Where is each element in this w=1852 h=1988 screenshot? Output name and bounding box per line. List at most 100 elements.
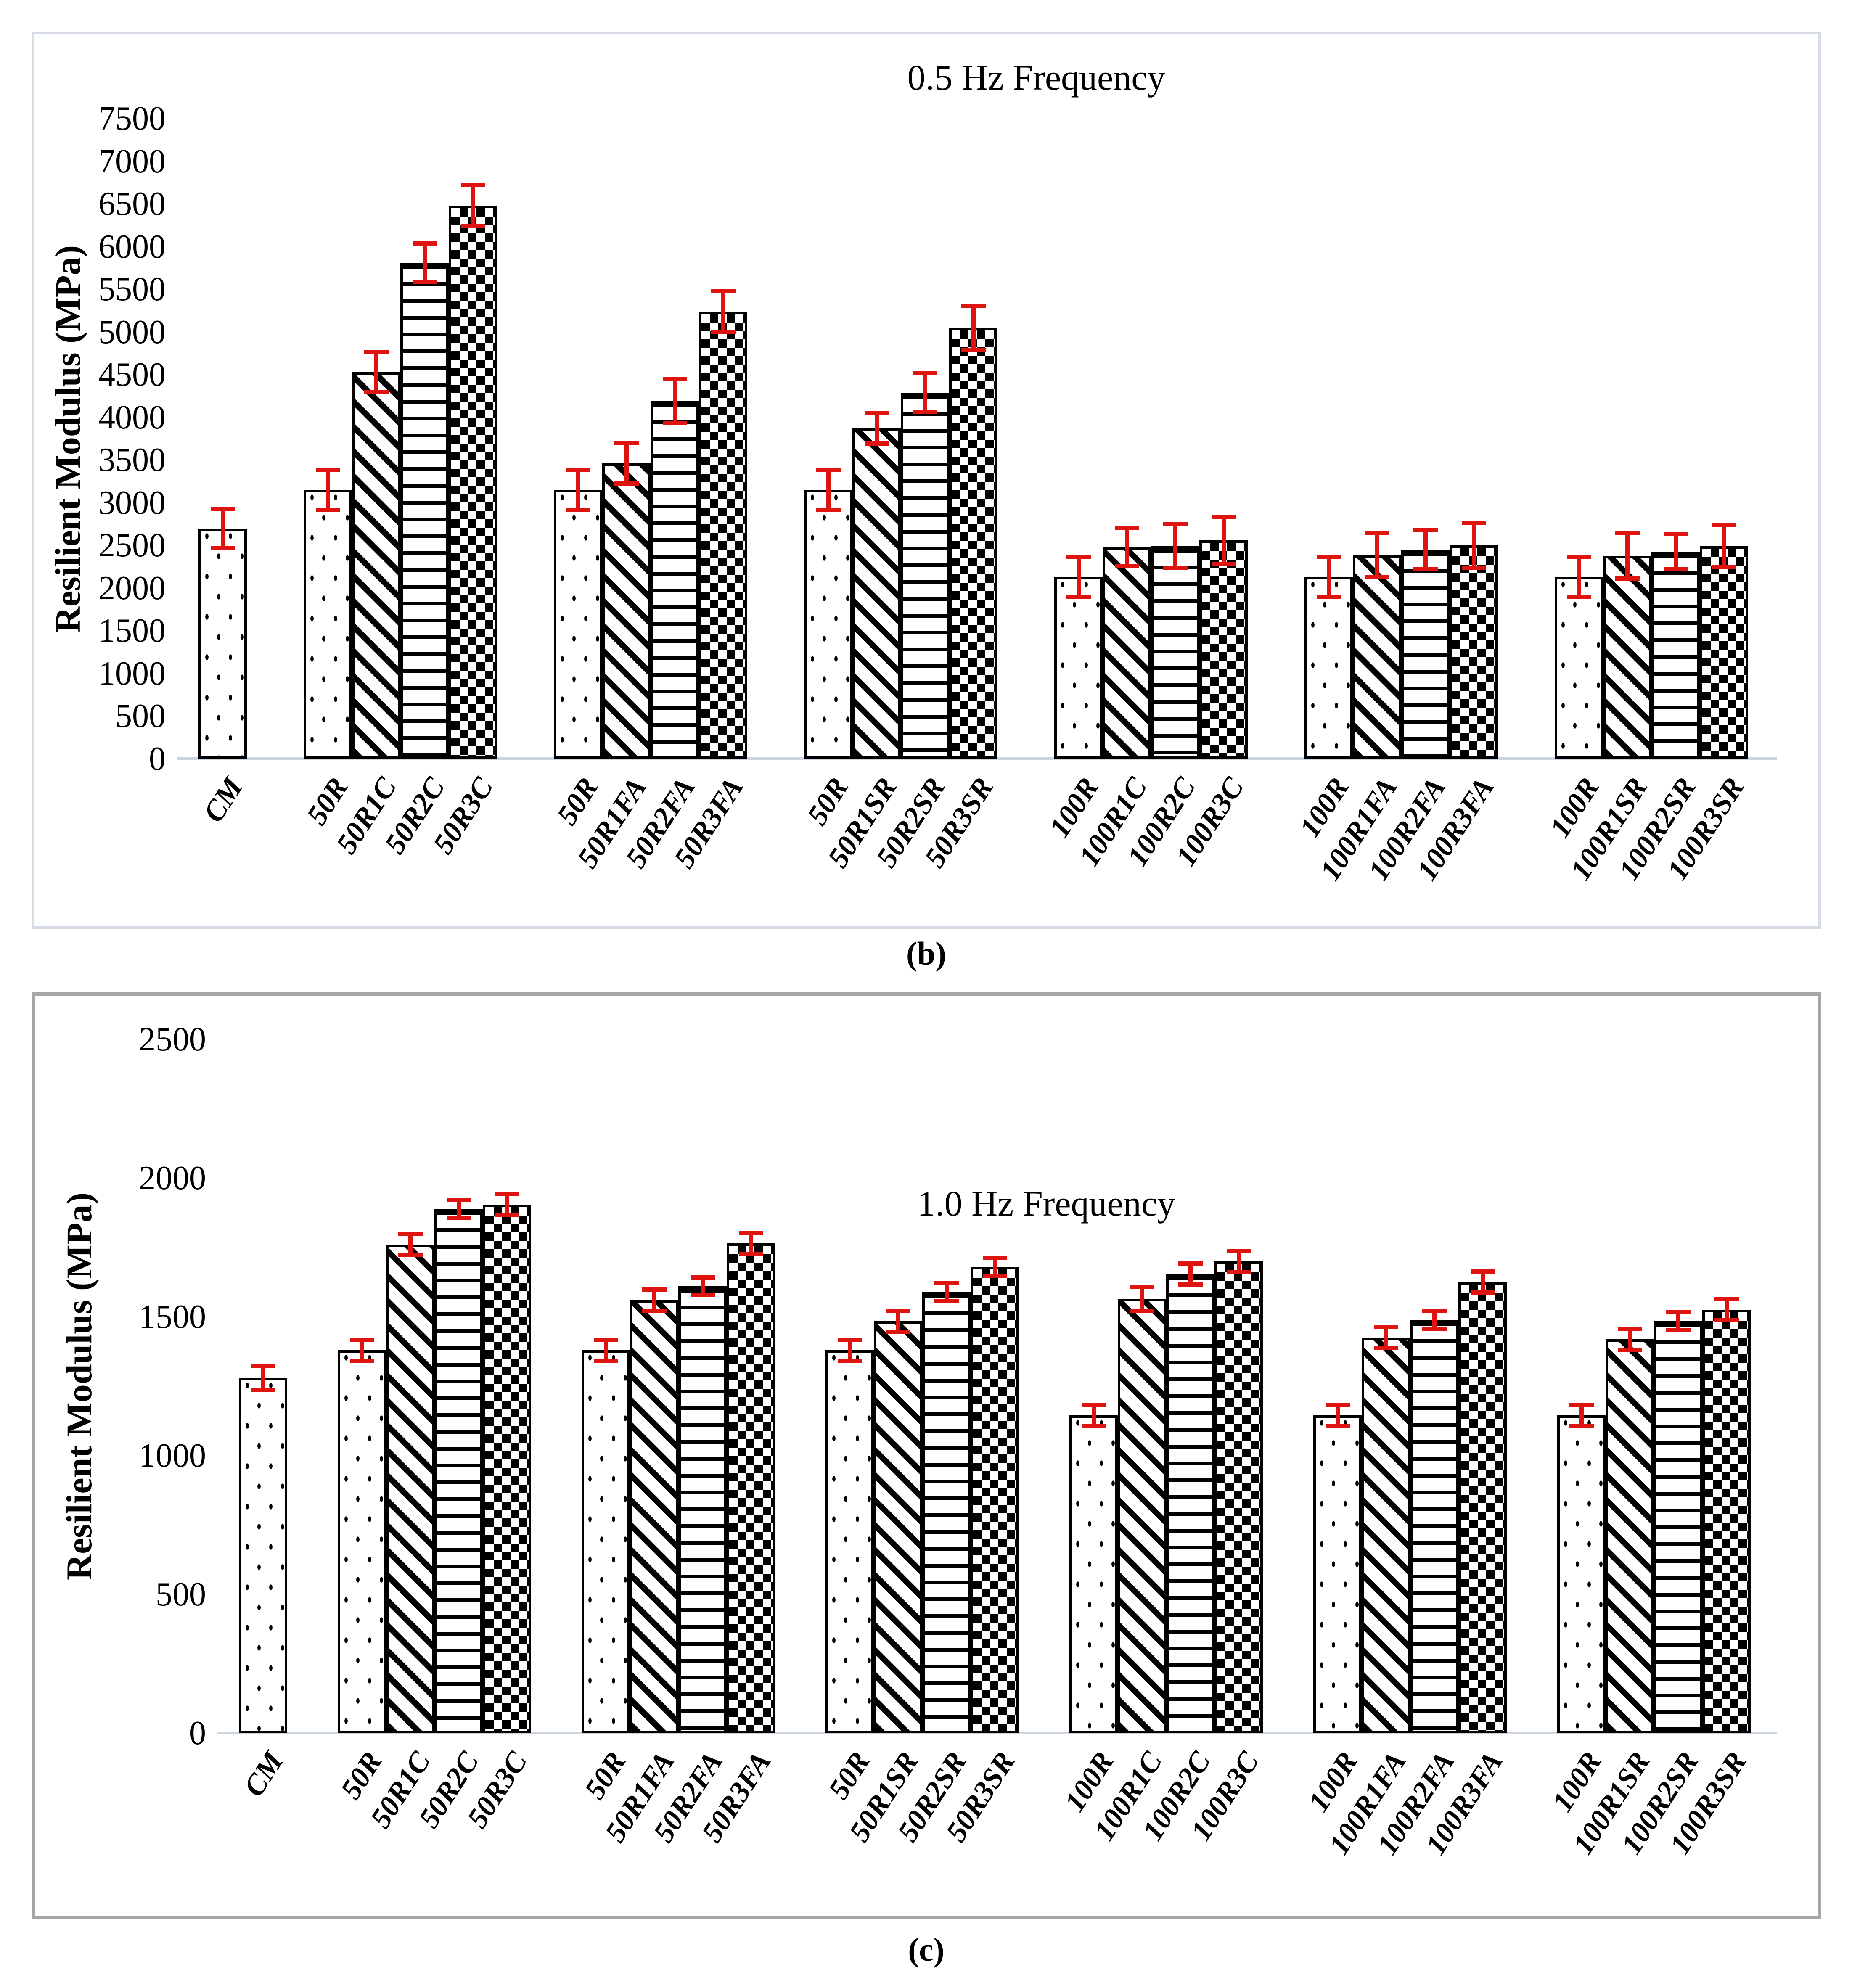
bar-50R2C [434, 1198, 483, 1733]
error-bar [398, 1232, 423, 1258]
chart-box-0.5hz: 0.5 Hz Frequency Resilient Modulus (MPa)… [32, 32, 1821, 929]
error-bar [1365, 531, 1389, 579]
bar-100R1C [1103, 526, 1151, 759]
error-bar [1615, 531, 1640, 581]
bar-50R1C [386, 1232, 434, 1733]
error-bar [913, 371, 937, 414]
error-bar [1081, 1403, 1106, 1428]
bar-100R1FA [1353, 531, 1401, 759]
bar-50R2SR [901, 371, 949, 759]
error-bar [1422, 1309, 1447, 1331]
error-bar [1316, 555, 1341, 599]
y-axis-title: Resilient Modulus (MPa) [59, 1192, 100, 1581]
error-bar [934, 1281, 959, 1303]
panel-caption-b: (b) [906, 935, 947, 972]
bar-group [825, 1256, 1019, 1733]
y-tick-label: 1000 [139, 1437, 206, 1474]
bar-group [804, 304, 997, 759]
error-bar [460, 183, 485, 228]
bar-100R3SR [1700, 523, 1748, 759]
bar-100R [1304, 555, 1353, 759]
error-bar [495, 1192, 519, 1218]
error-bar [816, 468, 841, 512]
bar-50R [582, 1338, 630, 1733]
bar-50R [338, 1338, 386, 1733]
error-bar [446, 1198, 471, 1220]
error-bar [1178, 1261, 1203, 1287]
y-tick-label: 0 [189, 1715, 206, 1752]
error-bar [251, 1364, 275, 1392]
bar-group [1054, 515, 1248, 759]
bar-50R3C [483, 1192, 531, 1733]
error-bar [593, 1338, 618, 1363]
error-bar [1114, 526, 1139, 568]
x-tick-label: CM [237, 1746, 290, 1803]
y-tick-label: 1500 [139, 1298, 206, 1335]
panel-caption-c: (c) [908, 1931, 945, 1968]
error-bar [210, 507, 235, 550]
bar-CM [198, 507, 247, 759]
bar-50R [554, 468, 602, 759]
y-axis-title-wrap: Resilient Modulus (MPa) [52, 1039, 106, 1733]
error-bar [614, 441, 639, 486]
error-bar [1461, 521, 1486, 570]
bar-50R3C [449, 183, 497, 759]
error-bar [1413, 528, 1438, 571]
bar-100R [1557, 1403, 1606, 1733]
bar-50R1SR [874, 1309, 922, 1733]
bar-100R2FA [1410, 1309, 1458, 1733]
y-tick-label: 4500 [98, 356, 166, 394]
error-bar [662, 377, 687, 425]
bar-50R2C [400, 241, 449, 759]
bar-100R1SR [1606, 1327, 1654, 1733]
bar-100R [1054, 555, 1103, 759]
y-tick-label: 5500 [98, 271, 166, 308]
error-bar [1373, 1325, 1398, 1351]
error-bar [1226, 1249, 1251, 1274]
bar-100R1C [1118, 1285, 1166, 1733]
bar-100R3C [1214, 1249, 1263, 1733]
x-tick-label: CM [197, 772, 249, 828]
y-tick-label: 3500 [98, 441, 166, 479]
y-tick-label: 1000 [98, 655, 166, 692]
error-bar [349, 1338, 374, 1363]
error-bar [315, 468, 340, 512]
error-bar [1066, 555, 1091, 599]
bar-group [554, 289, 747, 759]
bar-group [582, 1231, 775, 1733]
bar-group [338, 1192, 531, 1733]
bar-100R [1313, 1403, 1362, 1733]
bar-100R [1555, 555, 1603, 759]
bar-group [1304, 521, 1498, 759]
error-bar [1130, 1285, 1154, 1313]
error-bar [1712, 523, 1736, 569]
bar-100R1SR [1603, 531, 1651, 759]
error-bar [738, 1231, 763, 1256]
error-bar [982, 1256, 1007, 1278]
error-bar [1666, 1310, 1691, 1332]
error-bar [690, 1275, 715, 1298]
bar-100R2SR [1654, 1310, 1702, 1733]
bar-50R [825, 1338, 874, 1733]
y-tick-label: 500 [115, 698, 166, 735]
error-bar [864, 411, 889, 446]
bar-100R3FA [1450, 521, 1498, 759]
bar-100R2FA [1401, 528, 1450, 759]
chart-title-0.5hz: 0.5 Hz Frequency [907, 57, 1166, 98]
bar-group [198, 507, 247, 759]
plot-area-1.0hz: 0 500 1000 1500 2000 2500 CM 50R 50R1C 50R2C 50R3C… [139, 1021, 1777, 1860]
bar-group [1313, 1269, 1507, 1733]
y-tick-label: 7500 [98, 100, 166, 137]
bar-100R3FA [1458, 1269, 1507, 1733]
bar-group [1069, 1249, 1263, 1733]
error-bar [1617, 1327, 1642, 1352]
error-bar [886, 1309, 910, 1334]
y-tick-label: 4000 [98, 399, 166, 436]
bar-100R1FA [1362, 1325, 1410, 1733]
error-bar [1714, 1297, 1739, 1323]
error-bar [642, 1287, 667, 1313]
bar-100R3C [1199, 515, 1248, 759]
bar-100R [1069, 1403, 1118, 1733]
error-bar [1325, 1403, 1350, 1428]
